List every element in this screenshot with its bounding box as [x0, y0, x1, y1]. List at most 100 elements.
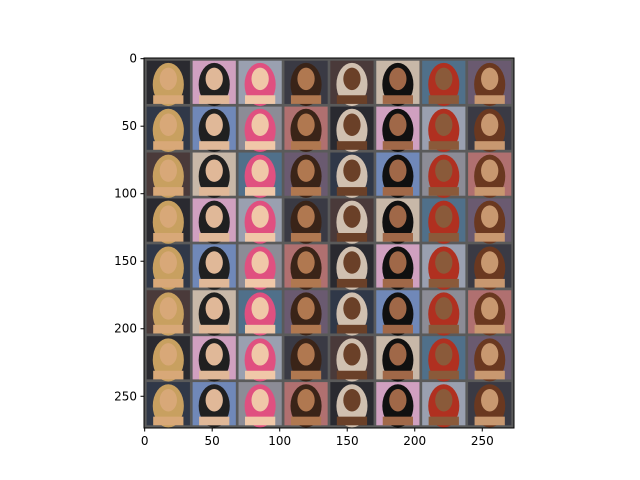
image-face: [435, 389, 453, 412]
image-face: [159, 297, 177, 320]
image-shoulders: [290, 370, 322, 380]
image-face: [435, 251, 453, 274]
image-face: [481, 113, 499, 136]
image-shoulders: [336, 233, 368, 242]
image-face: [205, 113, 223, 136]
x-tick-label: 50: [205, 434, 220, 448]
image-shoulders: [199, 416, 230, 426]
image-face: [251, 205, 269, 228]
image-face: [251, 251, 269, 274]
image-face: [435, 343, 453, 366]
image-shoulders: [336, 95, 368, 104]
image-shoulders: [153, 233, 184, 242]
image-shoulders: [382, 233, 413, 242]
image-shoulders: [199, 278, 230, 288]
image-shoulders: [199, 324, 230, 334]
image-face: [343, 297, 361, 320]
image-shoulders: [428, 95, 459, 104]
image-shoulders: [474, 370, 505, 380]
image-face: [205, 67, 223, 91]
image-shoulders: [382, 370, 413, 380]
image-shoulders: [245, 95, 276, 104]
image-shoulders: [199, 95, 230, 104]
image-face: [205, 343, 223, 366]
image-shoulders: [290, 278, 322, 288]
image-face: [343, 205, 361, 228]
image-face: [297, 159, 315, 182]
image-face: [205, 389, 223, 412]
image-face: [251, 297, 269, 320]
image-shoulders: [382, 141, 413, 150]
image-shoulders: [336, 278, 368, 288]
axes-frame: [143, 57, 515, 429]
image-shoulders: [428, 324, 459, 334]
y-tick-label: 250: [114, 389, 137, 403]
image-face: [159, 113, 177, 136]
image-face: [389, 251, 407, 274]
image-shoulders: [245, 324, 276, 334]
image-face: [435, 205, 453, 228]
image-shoulders: [199, 141, 230, 150]
image-face: [297, 343, 315, 366]
image-shoulders: [290, 187, 322, 196]
image-shoulders: [245, 416, 276, 426]
image-face: [435, 297, 453, 320]
image-face: [205, 251, 223, 274]
image-shoulders: [153, 278, 184, 288]
image-shoulders: [336, 187, 368, 196]
y-tick-label: 200: [114, 322, 137, 336]
image-shoulders: [474, 416, 505, 426]
image-shoulders: [474, 95, 505, 104]
image-face: [159, 205, 177, 228]
image-shoulders: [290, 141, 322, 150]
image-face: [435, 67, 453, 91]
image-face: [435, 159, 453, 182]
image-shoulders: [153, 141, 184, 150]
image-face: [389, 297, 407, 320]
image-face: [481, 297, 499, 320]
image-face: [481, 343, 499, 366]
image-shoulders: [428, 370, 459, 380]
image-shoulders: [153, 324, 184, 334]
x-tick-label: 250: [471, 434, 494, 448]
image-face: [251, 389, 269, 412]
image-face: [389, 67, 407, 91]
y-tick-label: 100: [114, 187, 137, 201]
image-shoulders: [245, 187, 276, 196]
x-tick-label: 150: [336, 434, 359, 448]
image-shoulders: [428, 416, 459, 426]
y-tick-label: 50: [122, 119, 137, 133]
image-face: [297, 251, 315, 274]
image-face: [481, 67, 499, 91]
image-face: [251, 159, 269, 182]
image-face: [205, 159, 223, 182]
image-shoulders: [153, 416, 184, 426]
image-face: [343, 343, 361, 366]
image-face: [297, 205, 315, 228]
image-shoulders: [290, 416, 322, 426]
image-shoulders: [336, 416, 368, 426]
image-face: [159, 343, 177, 366]
image-shoulders: [199, 187, 230, 196]
image-face: [297, 67, 315, 91]
x-tick-label: 200: [403, 434, 426, 448]
image-face: [343, 113, 361, 136]
x-tick-label: 100: [268, 434, 291, 448]
image-face: [205, 297, 223, 320]
image-face: [343, 67, 361, 91]
image-shoulders: [474, 233, 505, 242]
image-shoulders: [474, 324, 505, 334]
image-shoulders: [290, 95, 322, 104]
image-face: [389, 159, 407, 182]
y-tick-label: 0: [129, 52, 137, 66]
image-face: [343, 389, 361, 412]
image-face: [389, 113, 407, 136]
image-shoulders: [382, 187, 413, 196]
image-face: [481, 205, 499, 228]
image-shoulders: [474, 278, 505, 288]
image-face: [481, 389, 499, 412]
image-shoulders: [336, 324, 368, 334]
image-shoulders: [290, 233, 322, 242]
image-face: [297, 389, 315, 412]
image-shoulders: [382, 95, 413, 104]
